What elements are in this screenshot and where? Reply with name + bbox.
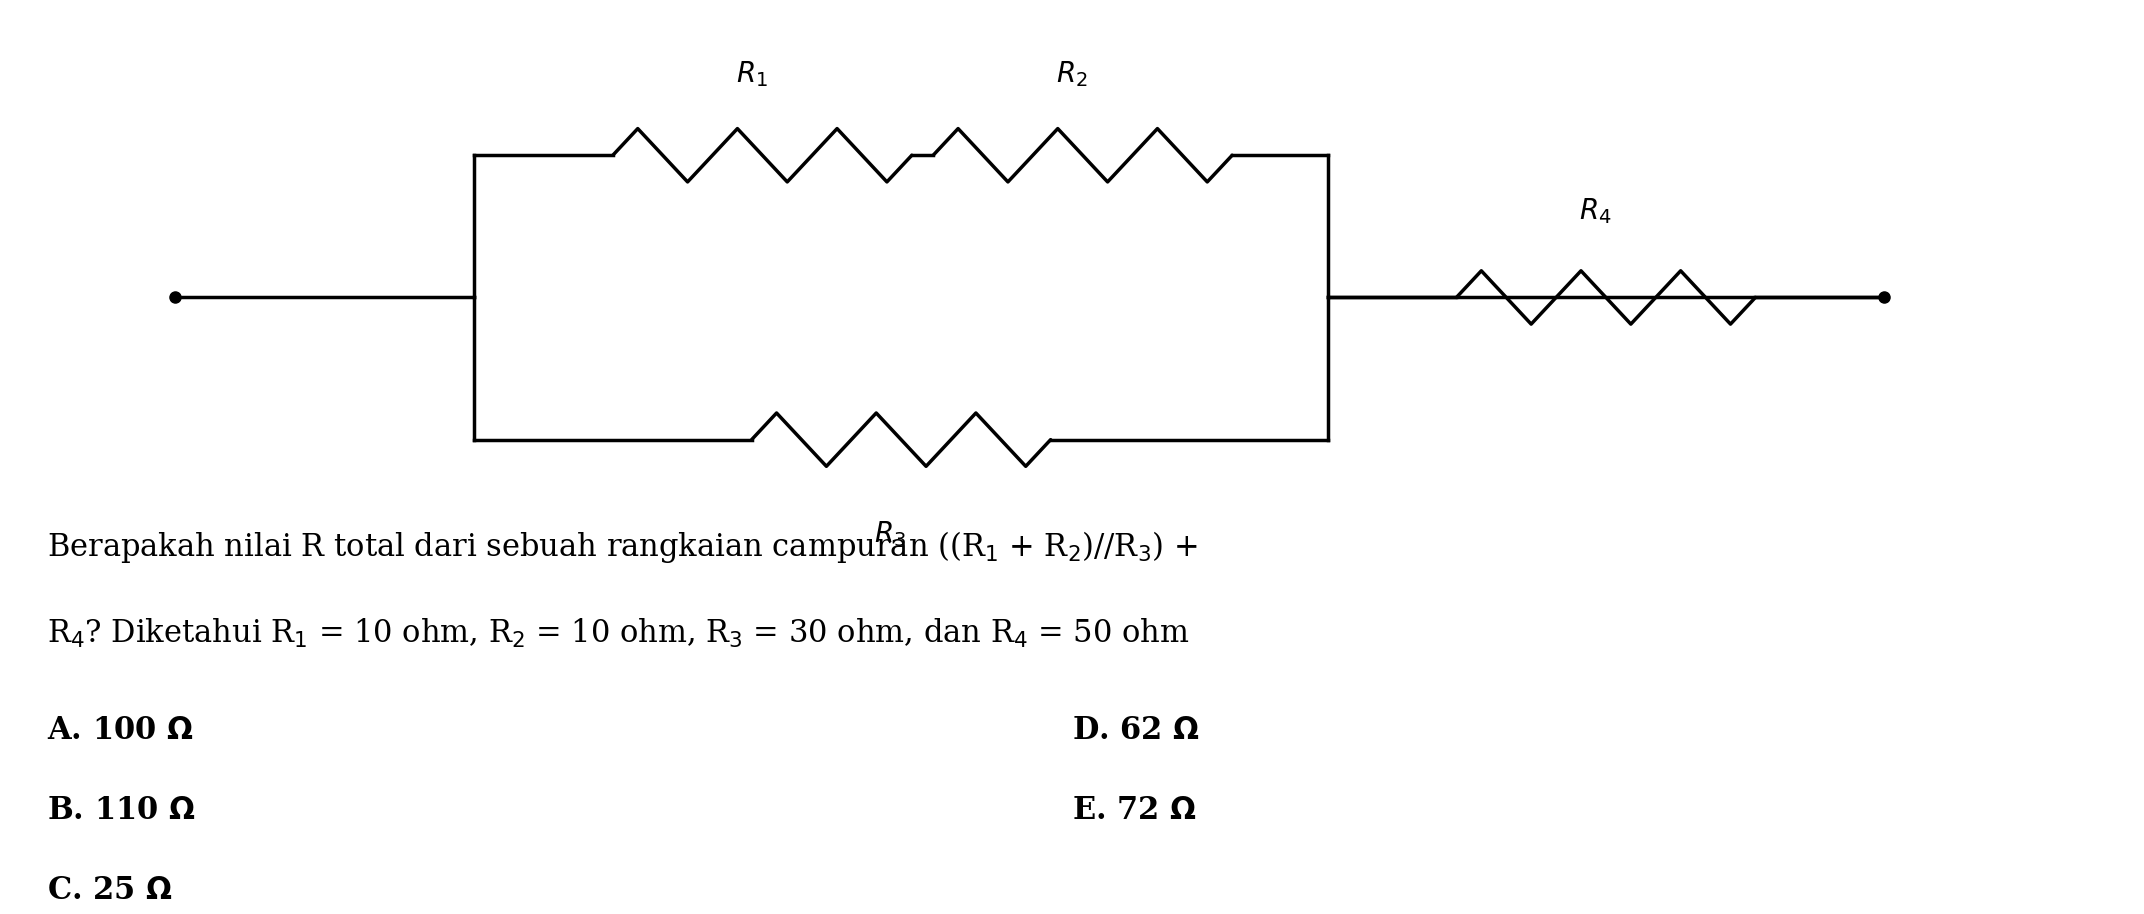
Text: $R_4$: $R_4$ bbox=[1578, 197, 1612, 227]
Text: $R_1$: $R_1$ bbox=[735, 58, 768, 89]
Text: C. 25 $\mathbf{\Omega}$: C. 25 $\mathbf{\Omega}$ bbox=[47, 875, 172, 906]
Text: E. 72 $\mathbf{\Omega}$: E. 72 $\mathbf{\Omega}$ bbox=[1072, 795, 1196, 826]
Text: D. 62 $\mathbf{\Omega}$: D. 62 $\mathbf{\Omega}$ bbox=[1072, 715, 1201, 746]
Text: R$_4$? Diketahui R$_1$ = 10 ohm, R$_2$ = 10 ohm, R$_3$ = 30 ohm, dan R$_4$ = 50 : R$_4$? Diketahui R$_1$ = 10 ohm, R$_2$ =… bbox=[47, 617, 1190, 651]
Text: Berapakah nilai R total dari sebuah rangkaian campuran ((R$_1$ + R$_2$)//R$_3$) : Berapakah nilai R total dari sebuah rang… bbox=[47, 528, 1198, 565]
Text: $R_2$: $R_2$ bbox=[1057, 58, 1087, 89]
Text: B. 110 $\mathbf{\Omega}$: B. 110 $\mathbf{\Omega}$ bbox=[47, 795, 195, 826]
Text: A. 100 $\mathbf{\Omega}$: A. 100 $\mathbf{\Omega}$ bbox=[47, 715, 193, 746]
Text: $R_3$: $R_3$ bbox=[875, 520, 907, 549]
